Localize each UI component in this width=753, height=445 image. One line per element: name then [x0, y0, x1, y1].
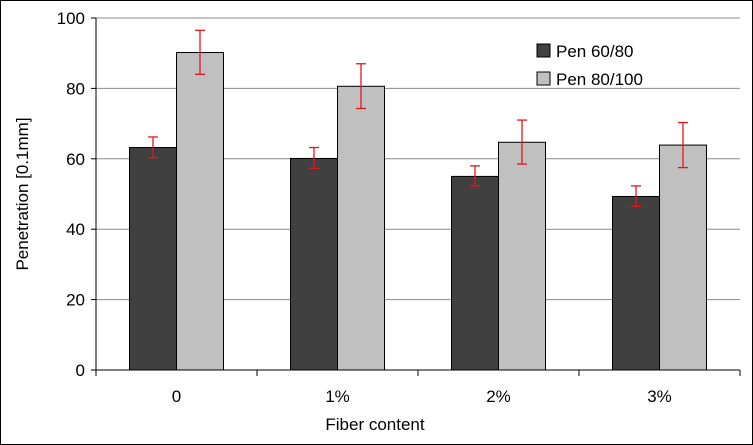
bar-series1-cat1	[337, 85, 385, 371]
error-bars	[148, 29, 688, 207]
bar-series0-cat0	[129, 147, 177, 371]
y-tick-label-0: 0	[76, 361, 85, 380]
bar-series0-cat1	[290, 157, 338, 371]
y-tick-label-60: 60	[66, 150, 85, 169]
x-tick-label-1: 1%	[325, 387, 350, 406]
bar-series0-cat3	[612, 195, 660, 371]
x-tick-label-0: 0	[172, 387, 181, 406]
error-bar-series0-cat2	[470, 165, 480, 187]
x-tick-label-3: 3%	[647, 387, 672, 406]
legend: Pen 60/80 Pen 80/100	[536, 42, 643, 89]
y-tick-label-100: 100	[57, 9, 85, 28]
error-bar-series1-cat0	[195, 29, 205, 75]
x-axis-title: Fiber content	[325, 415, 424, 434]
error-bar-series1-cat1	[356, 63, 366, 110]
legend-swatch-pen-60-80	[536, 43, 551, 58]
error-bar-series0-cat3	[631, 185, 641, 207]
y-axis-title: Penetration [0.1mm]	[13, 117, 32, 270]
legend-swatch-pen-80-100	[536, 71, 551, 86]
y-tick-label-20: 20	[66, 291, 85, 310]
error-bar-series1-cat2	[517, 119, 527, 165]
y-axis-ticks: 0 20 40 60 80 100	[57, 9, 96, 380]
bar-series1-cat3	[659, 144, 707, 371]
error-bar-series1-cat3	[678, 121, 688, 169]
legend-label-pen-60-80: Pen 60/80	[556, 42, 634, 61]
error-bar-series0-cat1	[309, 146, 319, 169]
x-axis-ticks: 0 1% 2% 3%	[95, 370, 741, 406]
bar-series1-cat0	[176, 51, 224, 371]
bar-series0-cat2	[451, 175, 499, 371]
legend-label-pen-80-100: Pen 80/100	[556, 70, 643, 89]
x-tick-label-2: 2%	[486, 387, 511, 406]
y-tick-label-40: 40	[66, 220, 85, 239]
bar-series1-cat2	[498, 141, 546, 371]
bars	[129, 51, 707, 371]
y-tick-label-80: 80	[66, 79, 85, 98]
error-bar-series0-cat0	[148, 136, 158, 159]
